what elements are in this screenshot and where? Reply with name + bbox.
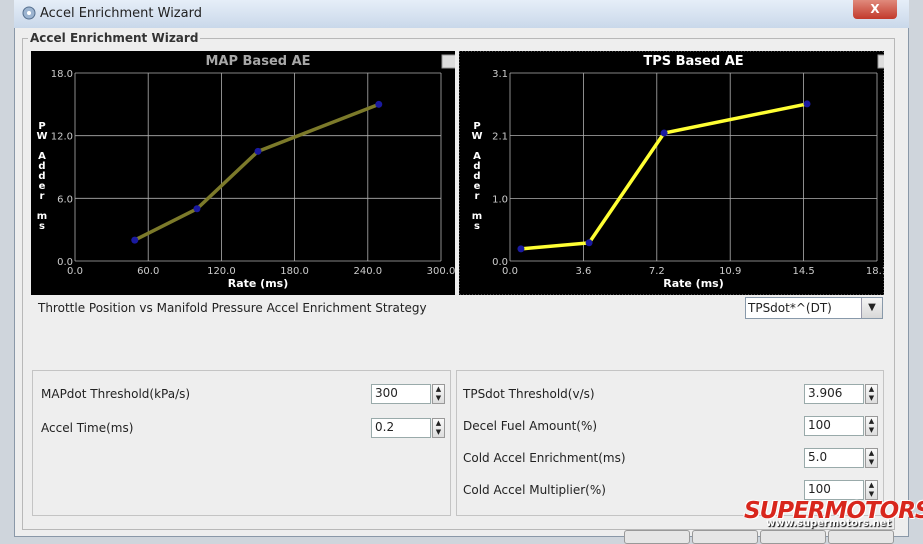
x-axis-label: Rate (ms) bbox=[663, 277, 724, 290]
field-label: Cold Accel Enrichment(ms) bbox=[463, 451, 626, 465]
x-tick-label: 7.2 bbox=[649, 266, 665, 277]
dropdown-value: TPSdot*^(DT) bbox=[748, 301, 832, 315]
y-tick-label: 1.0 bbox=[492, 194, 508, 205]
y-tick-label: 0.0 bbox=[492, 257, 508, 268]
window-title: Accel Enrichment Wizard bbox=[40, 6, 202, 21]
x-axis-label: Rate (ms) bbox=[228, 277, 289, 290]
watermark-brand: SUPERMOTORS bbox=[744, 498, 923, 524]
field-input[interactable]: 5.0 bbox=[804, 448, 864, 468]
x-tick-label: 60.0 bbox=[137, 266, 159, 277]
y-tick-label: 3.1 bbox=[492, 69, 508, 80]
button[interactable] bbox=[624, 530, 690, 544]
x-tick-label: 120.0 bbox=[207, 266, 236, 277]
data-point bbox=[803, 100, 811, 108]
title-bar bbox=[14, 0, 909, 28]
chart-panel: MAP Based AE 0.0 6.0 12.0 18.0 0.0 60.0 120.0 18… bbox=[31, 51, 455, 295]
field-label: Accel Time(ms) bbox=[41, 421, 134, 435]
button[interactable] bbox=[692, 530, 758, 544]
strategy-label: Throttle Position vs Manifold Pressure A… bbox=[38, 301, 427, 315]
close-button[interactable]: X bbox=[853, 0, 897, 19]
data-point bbox=[193, 205, 201, 213]
data-point bbox=[131, 236, 139, 244]
spinner[interactable]: ▲ ▼ bbox=[865, 384, 878, 404]
field-input[interactable]: 100 bbox=[804, 480, 864, 500]
chart-panel: TPS Based AE 0.0 1.0 2.1 3.1 0.0 3.6 7.2 10.9 14.… bbox=[459, 51, 884, 295]
field-label: MAPdot Threshold(kPa/s) bbox=[41, 387, 191, 401]
x-tick-label: 0.0 bbox=[502, 266, 518, 277]
y-tick-label: 12.0 bbox=[51, 132, 73, 143]
options-button[interactable] bbox=[877, 54, 884, 69]
y-axis-label: PW Adder ms bbox=[471, 121, 482, 231]
button[interactable] bbox=[760, 530, 826, 544]
tps-panel bbox=[456, 370, 884, 516]
button[interactable] bbox=[828, 530, 894, 544]
series-line bbox=[133, 102, 380, 242]
spinner[interactable]: ▲ ▼ bbox=[432, 418, 445, 438]
data-point bbox=[375, 100, 383, 108]
data-point bbox=[517, 245, 525, 253]
dropdown-arrow[interactable]: ▼ bbox=[861, 298, 882, 318]
x-tick-label: 180.0 bbox=[280, 266, 309, 277]
chart-title: TPS Based AE bbox=[643, 54, 743, 69]
options-button[interactable] bbox=[441, 54, 455, 69]
field-label: Decel Fuel Amount(%) bbox=[463, 419, 598, 433]
spinner[interactable]: ▲ ▼ bbox=[865, 448, 878, 468]
spinner[interactable]: ▲ ▼ bbox=[432, 384, 445, 404]
chart-title: MAP Based AE bbox=[205, 54, 310, 69]
x-tick-label: 240.0 bbox=[353, 266, 382, 277]
y-axis-label: PW Adder ms bbox=[36, 121, 47, 231]
data-point bbox=[585, 239, 593, 247]
field-input[interactable]: 3.906 bbox=[804, 384, 864, 404]
spinner[interactable]: ▲ ▼ bbox=[865, 416, 878, 436]
y-tick-label: 0.0 bbox=[57, 257, 73, 268]
data-point bbox=[254, 147, 262, 155]
map-panel bbox=[32, 370, 451, 516]
app-icon bbox=[22, 6, 36, 20]
x-tick-label: 3.6 bbox=[575, 266, 591, 277]
spinner[interactable]: ▲ ▼ bbox=[865, 480, 878, 500]
strategy-dropdown[interactable]: TPSdot*^(DT) ▼ bbox=[745, 297, 883, 319]
field-label: TPSdot Threshold(v/s) bbox=[463, 387, 595, 401]
y-tick-label: 18.0 bbox=[51, 69, 73, 80]
field-input[interactable]: 100 bbox=[804, 416, 864, 436]
data-point bbox=[660, 129, 668, 137]
field-input[interactable]: 0.2 bbox=[371, 418, 431, 438]
x-tick-label: 14.5 bbox=[792, 266, 814, 277]
y-tick-label: 6.0 bbox=[57, 194, 73, 205]
y-tick-label: 2.1 bbox=[492, 132, 508, 143]
x-tick-label: 18.1 bbox=[866, 266, 884, 277]
x-tick-label: 0.0 bbox=[67, 266, 83, 277]
group-box bbox=[22, 38, 895, 530]
group-title: Accel Enrichment Wizard bbox=[28, 31, 201, 45]
x-tick-label: 10.9 bbox=[719, 266, 741, 277]
watermark-url: www.supermotors.net bbox=[766, 518, 892, 529]
plot-background bbox=[31, 51, 455, 295]
x-tick-label: 300.0 bbox=[427, 266, 455, 277]
plot-background bbox=[459, 51, 884, 295]
series-line bbox=[520, 102, 808, 251]
field-label: Cold Accel Multiplier(%) bbox=[463, 483, 606, 497]
field-input[interactable]: 300 bbox=[371, 384, 431, 404]
